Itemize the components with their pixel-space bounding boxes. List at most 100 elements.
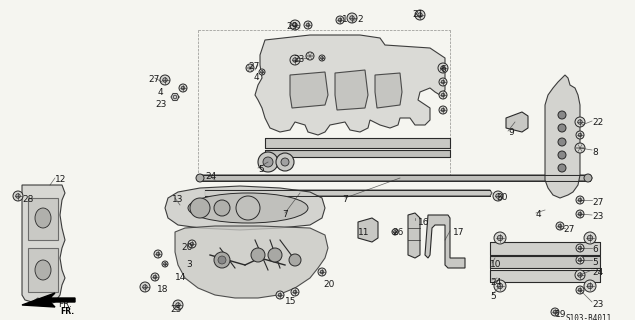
Circle shape <box>196 174 204 182</box>
Polygon shape <box>175 226 328 298</box>
Circle shape <box>578 246 582 250</box>
Circle shape <box>218 256 226 264</box>
Circle shape <box>347 13 357 23</box>
Circle shape <box>415 10 425 20</box>
Circle shape <box>16 194 20 198</box>
Circle shape <box>276 291 284 299</box>
Circle shape <box>258 152 278 172</box>
Circle shape <box>587 283 592 289</box>
Circle shape <box>576 131 584 139</box>
Circle shape <box>293 290 297 294</box>
Ellipse shape <box>188 193 308 223</box>
Circle shape <box>251 248 265 262</box>
Circle shape <box>246 64 254 72</box>
Circle shape <box>439 106 447 114</box>
Text: 21: 21 <box>412 10 424 19</box>
Circle shape <box>336 16 344 24</box>
Circle shape <box>176 303 180 307</box>
Circle shape <box>494 280 506 292</box>
Polygon shape <box>22 185 65 305</box>
Text: 14: 14 <box>175 273 187 282</box>
Polygon shape <box>265 150 450 157</box>
Text: 27: 27 <box>148 75 159 84</box>
Polygon shape <box>490 242 600 255</box>
Text: 20: 20 <box>323 280 335 289</box>
Circle shape <box>320 270 324 274</box>
Circle shape <box>291 288 299 296</box>
Circle shape <box>143 285 147 289</box>
Text: 7: 7 <box>342 195 348 204</box>
Text: 23: 23 <box>155 100 166 109</box>
Text: 12: 12 <box>55 175 67 184</box>
Circle shape <box>494 232 506 244</box>
Circle shape <box>578 133 582 137</box>
Circle shape <box>276 153 294 171</box>
Circle shape <box>153 275 157 279</box>
Circle shape <box>439 91 447 99</box>
Polygon shape <box>375 73 402 108</box>
Text: 13: 13 <box>172 195 184 204</box>
Circle shape <box>438 63 448 73</box>
Circle shape <box>439 78 447 86</box>
Text: 5: 5 <box>258 165 264 174</box>
Text: 4: 4 <box>536 210 542 219</box>
Polygon shape <box>171 93 179 100</box>
Text: 6: 6 <box>592 245 598 254</box>
Circle shape <box>578 120 582 124</box>
Circle shape <box>140 282 150 292</box>
Circle shape <box>558 111 566 119</box>
Circle shape <box>263 157 273 167</box>
Circle shape <box>160 75 170 85</box>
Text: 27: 27 <box>248 62 259 71</box>
Circle shape <box>392 229 398 235</box>
Text: 29: 29 <box>286 22 297 31</box>
Circle shape <box>493 191 503 201</box>
Text: 27: 27 <box>563 225 575 234</box>
Circle shape <box>441 80 444 84</box>
Circle shape <box>293 23 297 27</box>
Circle shape <box>576 256 584 264</box>
Circle shape <box>290 55 300 65</box>
Text: 23: 23 <box>293 55 304 64</box>
Circle shape <box>293 58 297 62</box>
Circle shape <box>441 93 444 97</box>
Polygon shape <box>165 186 325 230</box>
Circle shape <box>190 198 210 218</box>
Circle shape <box>151 273 159 281</box>
Polygon shape <box>358 218 378 242</box>
Circle shape <box>318 268 326 276</box>
Circle shape <box>173 300 183 310</box>
Polygon shape <box>28 248 58 292</box>
Circle shape <box>394 231 396 233</box>
Circle shape <box>576 210 584 218</box>
Polygon shape <box>490 256 600 268</box>
Circle shape <box>156 252 160 256</box>
Polygon shape <box>290 72 328 108</box>
Circle shape <box>441 66 445 70</box>
Text: 15: 15 <box>285 297 297 306</box>
Text: 5: 5 <box>490 292 496 301</box>
Circle shape <box>181 86 185 90</box>
Circle shape <box>214 252 230 268</box>
Circle shape <box>497 235 503 241</box>
Circle shape <box>164 263 166 265</box>
Circle shape <box>278 293 282 297</box>
Text: 5: 5 <box>592 258 598 267</box>
Circle shape <box>578 273 582 277</box>
Circle shape <box>578 258 582 262</box>
Polygon shape <box>545 75 580 198</box>
Text: 30: 30 <box>496 193 507 202</box>
Ellipse shape <box>35 208 51 228</box>
Circle shape <box>578 288 582 292</box>
Circle shape <box>260 71 264 73</box>
Circle shape <box>163 78 167 82</box>
Text: 6: 6 <box>440 65 446 74</box>
Polygon shape <box>205 190 492 196</box>
Circle shape <box>551 308 559 316</box>
Text: FR.: FR. <box>60 307 74 316</box>
Circle shape <box>281 158 289 166</box>
Circle shape <box>418 13 422 17</box>
Text: 11: 11 <box>358 228 370 237</box>
Text: 2: 2 <box>357 15 363 24</box>
Text: 16: 16 <box>418 218 429 227</box>
